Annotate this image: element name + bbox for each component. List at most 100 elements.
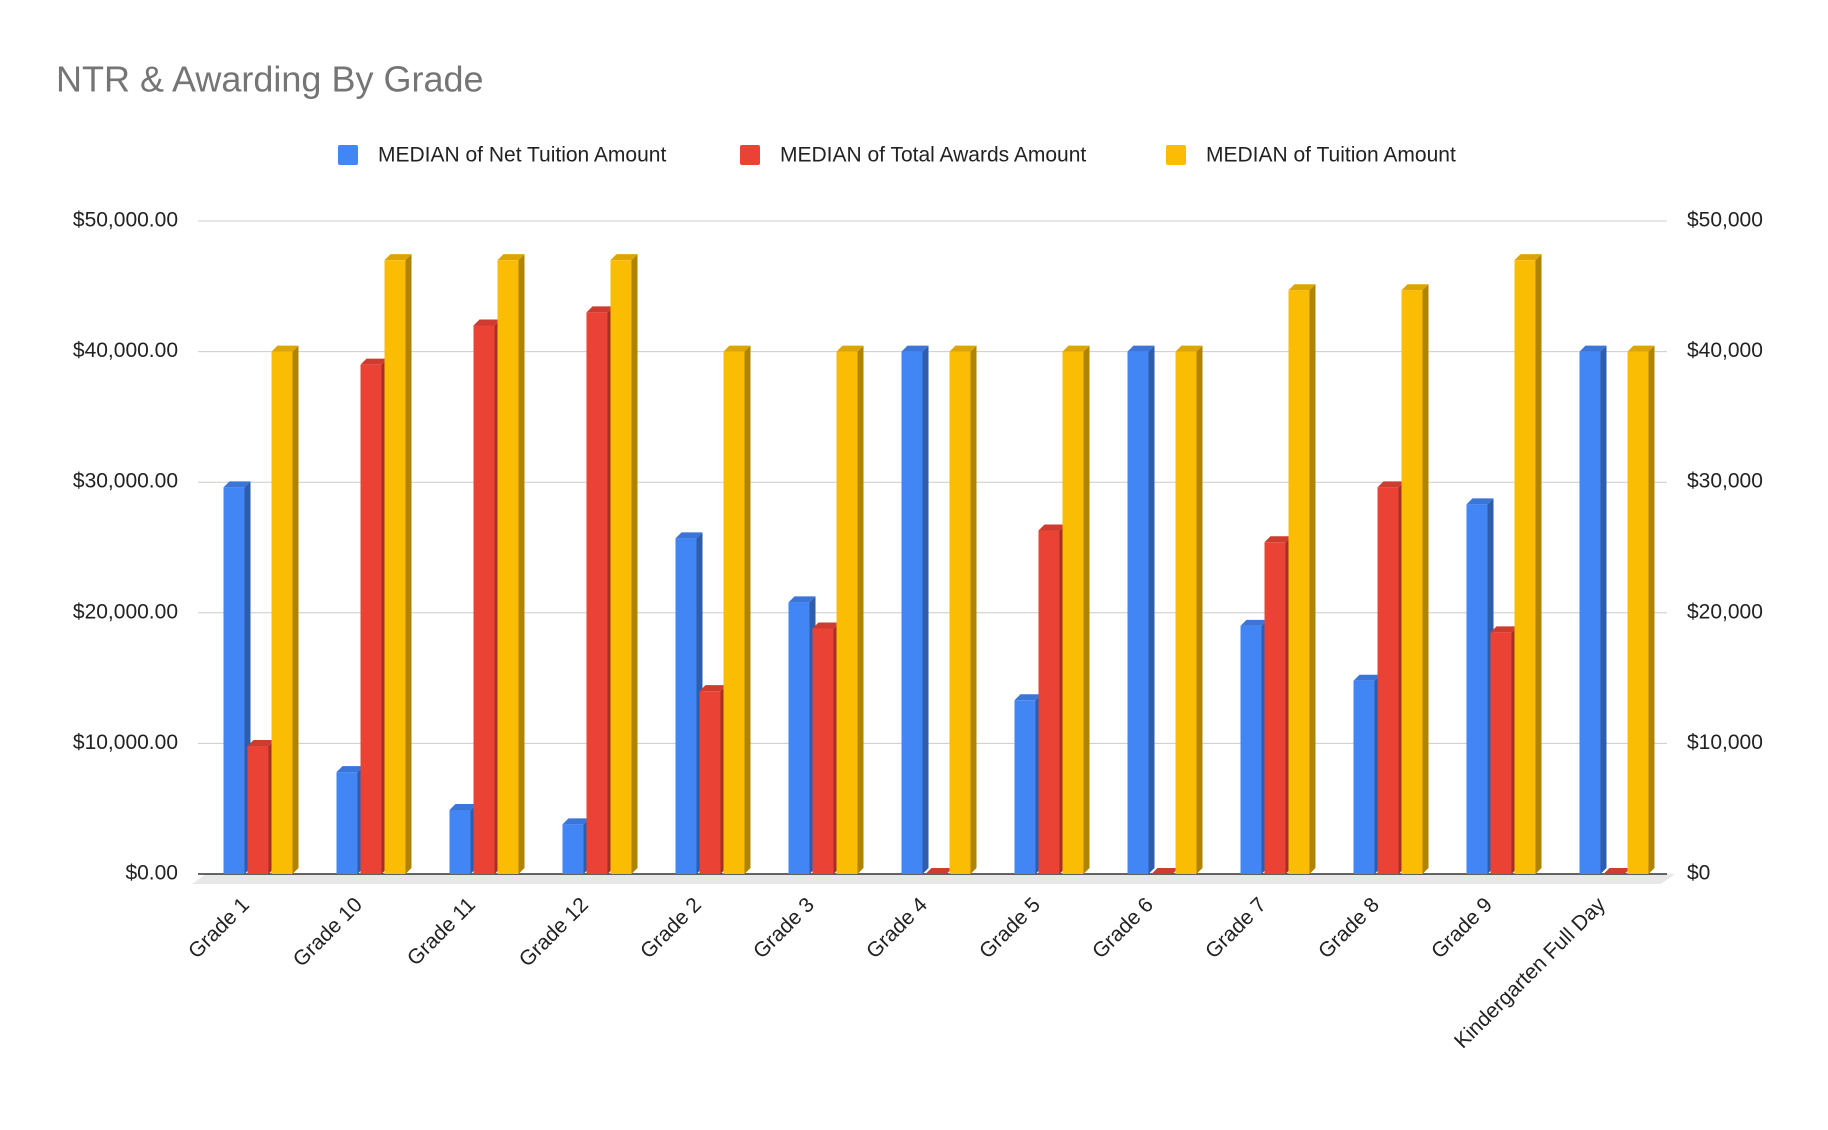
y-tick-label: $10,000.00	[73, 731, 178, 754]
x-tick-label: Grade 11	[403, 893, 480, 970]
y2-tick-label: $20,000	[1687, 600, 1763, 623]
bar	[562, 824, 584, 874]
bar-top	[1014, 694, 1042, 701]
bar	[384, 260, 406, 874]
bar-top	[1240, 619, 1268, 626]
x-tick-label: Grade 8	[1314, 893, 1384, 963]
y2-tick-label: $50,000	[1687, 209, 1763, 232]
bar	[901, 351, 923, 875]
bar	[949, 351, 971, 875]
bar-top	[384, 254, 412, 261]
bar-top	[1466, 498, 1494, 505]
bar	[1014, 700, 1036, 874]
bar-top	[449, 804, 477, 811]
bar	[1490, 632, 1512, 874]
bar-top	[562, 818, 590, 825]
bar	[699, 691, 721, 874]
bar-top	[836, 345, 864, 352]
bar-top	[1151, 868, 1179, 874]
y-tick-label: $50,000.00	[73, 209, 178, 232]
bar-top	[1038, 524, 1066, 531]
bar-top	[1579, 345, 1607, 352]
bar	[1240, 625, 1262, 874]
legend-label: MEDIAN of Tuition Amount	[1206, 144, 1456, 167]
y2-tick-label: $30,000	[1687, 470, 1763, 493]
bar-top	[723, 345, 751, 352]
bar	[1127, 351, 1149, 875]
bar	[449, 810, 471, 874]
bar-top	[1175, 345, 1203, 352]
bar-side	[1422, 284, 1429, 874]
bar-top	[812, 622, 840, 629]
bar-top	[360, 358, 388, 365]
y-tick-label: $40,000.00	[73, 339, 178, 362]
bar	[836, 351, 858, 875]
bar-top	[788, 596, 816, 603]
bar	[223, 487, 245, 874]
bar	[336, 772, 358, 874]
legend-label: MEDIAN of Total Awards Amount	[780, 144, 1086, 167]
y-tick-label: $30,000.00	[73, 470, 178, 493]
bar	[1288, 290, 1310, 874]
bar	[675, 538, 697, 874]
bar	[1062, 351, 1084, 875]
bar-top	[223, 481, 251, 488]
bar-top	[925, 868, 953, 874]
bar-top	[586, 306, 614, 313]
bar-side	[970, 345, 977, 875]
x-tick-label: Grade 2	[636, 893, 706, 963]
x-tick-label: Grade 9	[1427, 893, 1497, 963]
chart-title: NTR & Awarding By Grade	[56, 59, 484, 100]
bar-side	[1648, 345, 1655, 875]
bar-top	[1603, 868, 1631, 874]
bar-side	[518, 254, 525, 874]
legend-swatch	[338, 145, 358, 165]
bar-top	[1377, 481, 1405, 488]
bar-side	[1148, 345, 1155, 875]
bar-top	[497, 254, 525, 261]
x-tick-label: Grade 12	[515, 893, 593, 971]
bar	[1175, 351, 1197, 875]
bar-side	[857, 345, 864, 875]
bar-top	[1062, 345, 1090, 352]
bar-top	[271, 345, 299, 352]
bar	[723, 351, 745, 875]
bar-side	[744, 345, 751, 875]
bar-side	[405, 254, 412, 874]
bar	[1627, 351, 1649, 875]
y2-tick-label: $40,000	[1687, 339, 1763, 362]
y-tick-label: $0.00	[125, 862, 178, 885]
bar-top	[336, 766, 364, 773]
bar-side	[1083, 345, 1090, 875]
bar	[1466, 504, 1488, 874]
x-tick-label: Grade 3	[749, 893, 819, 963]
bar	[788, 602, 810, 874]
bar-top	[1490, 626, 1518, 633]
bar-top	[473, 319, 501, 326]
bar-top	[247, 740, 275, 747]
bar	[1038, 530, 1060, 874]
legend-swatch	[740, 145, 760, 165]
y2-tick-label: $0	[1687, 862, 1710, 885]
x-tick-label: Grade 1	[184, 893, 254, 963]
bar	[271, 351, 293, 875]
legend-label: MEDIAN of Net Tuition Amount	[378, 144, 666, 167]
bar-side	[1535, 254, 1542, 874]
bar	[473, 325, 495, 875]
bar	[1264, 542, 1286, 874]
bar-top	[1401, 284, 1429, 291]
bar	[1514, 260, 1536, 874]
bar	[247, 746, 269, 874]
y-tick-label: $20,000.00	[73, 600, 178, 623]
bar	[360, 364, 382, 874]
bar-side	[1309, 284, 1316, 874]
bar-top	[901, 345, 929, 352]
bar-top	[1353, 674, 1381, 681]
bar-side	[922, 345, 929, 875]
legend-swatch	[1166, 145, 1186, 165]
bar	[497, 260, 519, 874]
bar	[1353, 680, 1375, 874]
bar-top	[949, 345, 977, 352]
bar-top	[1127, 345, 1155, 352]
